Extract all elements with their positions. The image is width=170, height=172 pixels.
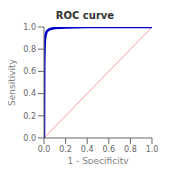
- svg-text:0.2: 0.2: [59, 145, 72, 154]
- svg-text:0.6: 0.6: [23, 67, 36, 76]
- svg-text:0.6: 0.6: [102, 145, 115, 154]
- svg-text:Sensitivity: Sensitivity: [8, 58, 17, 106]
- svg-text:0.0: 0.0: [23, 134, 36, 143]
- svg-text:1.0: 1.0: [23, 23, 36, 32]
- svg-text:0.8: 0.8: [124, 145, 137, 154]
- svg-text:1.0: 1.0: [146, 145, 159, 154]
- svg-text:0.2: 0.2: [23, 112, 36, 121]
- svg-text:0.4: 0.4: [23, 89, 36, 98]
- svg-text:0.4: 0.4: [81, 145, 94, 154]
- html-text:ROC curve: ROC curve: [55, 10, 115, 21]
- svg-text:0.0: 0.0: [38, 145, 51, 154]
- svg-text:1 - Specificity: 1 - Specificity: [67, 156, 129, 164]
- svg-text:0.8: 0.8: [23, 45, 36, 54]
